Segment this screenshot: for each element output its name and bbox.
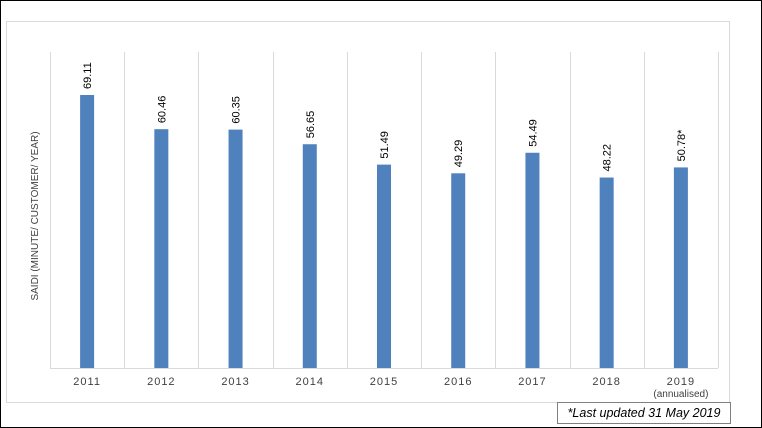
x-tick-label: 2012 [147,376,175,388]
saidi-bar-chart: SAIDI (MINUTE/ CUSTOMER/ YEAR) 69.11 2011 6… [30,52,719,400]
bar-2014 [302,144,317,368]
data-label: 54.49 [527,119,539,147]
bar-2019 [673,167,688,368]
data-label: 51.49 [379,131,391,159]
bar-2015 [377,164,391,368]
x-tick-label: 2011 [73,376,101,388]
y-axis-label: SAIDI (MINUTE/ CUSTOMER/ YEAR) [30,131,41,300]
data-label: 60.46 [156,96,168,124]
x-tick-label: 2019 [667,376,695,388]
data-label: 56.65 [305,111,317,139]
x-tick-label: 2016 [444,376,472,388]
chart-area: SAIDI (MINUTE/ CUSTOMER/ YEAR) 69.11 2011 6… [6,21,730,403]
data-label: 49.29 [453,140,465,168]
bar-2018 [599,177,614,368]
data-label: 69.11 [82,62,94,89]
x-tick-label: 2013 [221,376,249,388]
x-tick-label: 2015 [370,376,398,388]
x-tick-label: 2014 [296,376,324,388]
x-tick-label: 2017 [518,376,546,388]
x-tick-sublabel: (annualised) [653,389,708,400]
x-tick-label: 2018 [592,376,620,388]
bar-2011 [80,95,95,368]
bar-2013 [228,129,243,368]
bar-2012 [154,129,169,368]
bar-2016 [451,173,466,368]
bar-2017 [525,152,540,368]
last-updated-note: *Last updated 31 May 2019 [557,402,731,424]
data-label: 50.78* [676,129,688,162]
data-label: 48.22 [602,144,614,172]
data-label: 60.35 [231,96,243,124]
